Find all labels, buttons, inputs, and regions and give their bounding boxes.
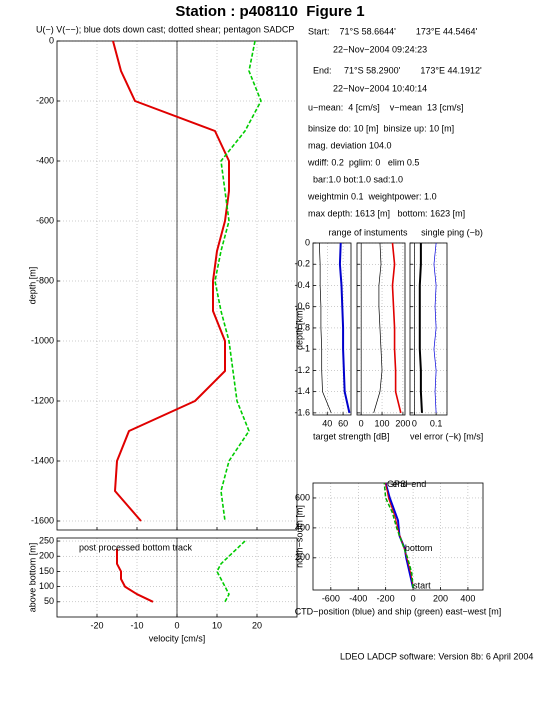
axes-title: single ping (−b) (421, 227, 483, 237)
y-tick-label: 0 (49, 35, 54, 45)
series-line (318, 242, 332, 414)
x-tick-label: 0 (359, 418, 364, 428)
series-line (116, 548, 154, 603)
series-line (112, 40, 230, 522)
axes-title: U(−) V(−−); blue dots down cast; dotted … (36, 24, 294, 34)
x-tick-label: 400 (460, 593, 475, 603)
y-tick-label: 200 (295, 552, 310, 562)
y-tick-label: 200 (39, 551, 54, 561)
info-line: bar:1.0 bot:1.0 sad:1.0 (308, 174, 403, 184)
x-tick-label: -400 (349, 593, 367, 603)
info-line: End: 71°S 58.2900' 173°E 44.1912' (308, 65, 482, 75)
y-tick-label: -1.2 (294, 365, 310, 375)
annotation: start (413, 581, 431, 591)
y-tick-label: -1.4 (294, 386, 310, 396)
x-tick-label: 0 (412, 418, 417, 428)
series-line (338, 242, 351, 414)
x-tick-label: 10 (212, 620, 222, 630)
x-tick-label: -20 (90, 620, 103, 630)
series-line (383, 482, 414, 588)
annotation: GPS−end (387, 479, 426, 489)
axes-title: range of instuments (328, 227, 408, 237)
y-tick-label: -1600 (31, 515, 54, 525)
y-axis-label: north−south [m] (294, 505, 304, 568)
x-axis-label: target strength [dB] (313, 431, 390, 441)
x-tick-label: 0.1 (430, 418, 443, 428)
series-line (216, 540, 246, 603)
y-tick-label: 250 (39, 535, 54, 545)
y-tick-label: -400 (36, 155, 54, 165)
y-axis-label: depth [km] (294, 308, 304, 350)
y-tick-label: 0 (305, 237, 310, 247)
y-tick-label: -800 (36, 275, 54, 285)
info-line: weightmin 0.1 weightpower: 1.0 (307, 191, 437, 201)
y-tick-label: -1 (302, 344, 310, 354)
series-line (214, 40, 262, 522)
axes-frame (56, 40, 298, 531)
y-tick-label: 100 (39, 581, 54, 591)
y-tick-label: 50 (44, 596, 54, 606)
y-tick-label: 150 (39, 566, 54, 576)
y-tick-label: -1.6 (294, 407, 310, 417)
y-tick-label: -0.8 (294, 322, 310, 332)
y-tick-label: -600 (36, 215, 54, 225)
axes-frame (312, 482, 484, 591)
y-tick-label: -1400 (31, 455, 54, 465)
x-axis-label: CTD−position (blue) and ship (green) eas… (295, 606, 502, 616)
y-axis-label: above bottom [m] (27, 543, 37, 613)
x-tick-label: -10 (130, 620, 143, 630)
x-tick-label: -600 (322, 593, 340, 603)
x-tick-label: 200 (395, 418, 410, 428)
x-tick-label: -200 (377, 593, 395, 603)
y-tick-label: 400 (295, 522, 310, 532)
series-line (373, 242, 383, 413)
y-tick-label: -0.2 (294, 259, 310, 269)
series-line (433, 242, 437, 413)
info-line: mag. deviation 104.0 (308, 140, 392, 150)
footer: LDEO LADCP software: Version 8b: 6 April… (340, 651, 533, 661)
x-axis-label: vel error (−k) [m/s] (410, 431, 483, 441)
x-axis-label: velocity [cm/s] (149, 633, 206, 643)
axes-frame (356, 242, 406, 416)
y-tick-label: -0.6 (294, 301, 310, 311)
series-line (391, 242, 402, 414)
x-tick-label: 0 (174, 620, 179, 630)
figure-title: Station : p408110 Figure 1 (175, 3, 364, 20)
y-axis-label: depth [m] (27, 267, 37, 305)
x-tick-label: 100 (375, 418, 390, 428)
info-line: wdiff: 0.2 pglim: 0 elim 0.5 (307, 157, 419, 167)
y-tick-label: -1200 (31, 395, 54, 405)
axes-frame (312, 242, 352, 416)
x-tick-label: 60 (338, 418, 348, 428)
info-line: binsize do: 10 [m] binsize up: 10 [m] (308, 123, 454, 133)
y-tick-label: -200 (36, 95, 54, 105)
axes-frame (56, 537, 298, 618)
y-tick-label: -0.4 (294, 280, 310, 290)
axes-frame (409, 242, 448, 416)
y-tick-label: 600 (295, 492, 310, 502)
info-line: 22−Nov−2004 10:40:14 (308, 83, 427, 93)
x-tick-label: 200 (433, 593, 448, 603)
info-line: 22−Nov−2004 09:24:23 (308, 44, 427, 54)
info-line: u−mean: 4 [cm/s] v−mean 13 [cm/s] (308, 102, 464, 112)
series-line (418, 243, 423, 413)
x-tick-label: 40 (322, 418, 332, 428)
annotation: bottom (405, 543, 433, 553)
annotation: post processed bottom track (79, 542, 193, 552)
x-tick-label: 0 (411, 593, 416, 603)
x-tick-label: 20 (252, 620, 262, 630)
info-line: max depth: 1613 [m] bottom: 1623 [m] (308, 208, 465, 218)
info-line: Start: 71°S 58.6644' 173°E 44.5464' (308, 26, 478, 36)
annotation: end (393, 479, 408, 489)
y-tick-label: -1000 (31, 335, 54, 345)
